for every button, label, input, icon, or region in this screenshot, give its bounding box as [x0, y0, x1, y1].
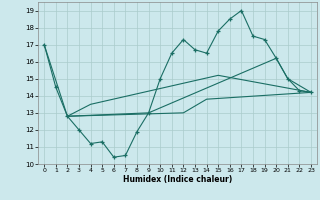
X-axis label: Humidex (Indice chaleur): Humidex (Indice chaleur) [123, 175, 232, 184]
